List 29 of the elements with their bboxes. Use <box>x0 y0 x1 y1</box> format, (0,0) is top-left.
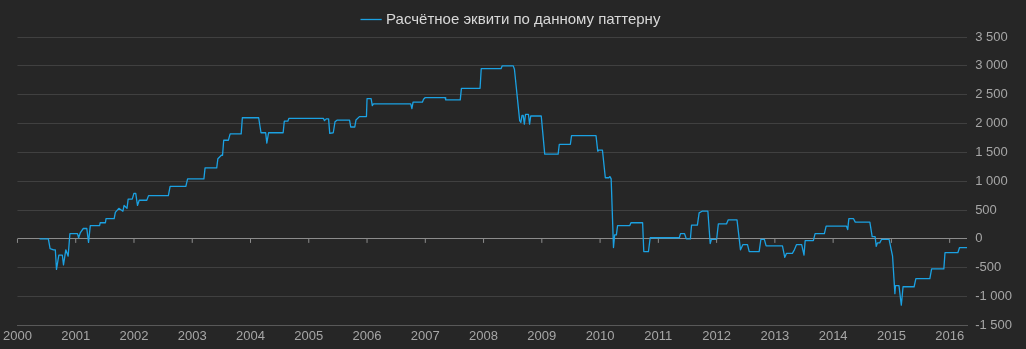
x-tick-label: 2012 <box>702 327 732 343</box>
x-tick-label: 2002 <box>119 327 149 343</box>
x-tick-label: 2011 <box>644 327 673 343</box>
x-tick-label: 2007 <box>410 327 440 343</box>
x-tick-label: 2010 <box>585 327 615 343</box>
y-tick-label: 2 000 <box>975 115 1008 131</box>
x-tick-label: 2001 <box>61 327 91 343</box>
legend-label: Расчётное эквити по данному паттерну <box>386 9 661 27</box>
x-tick-label: 2004 <box>236 327 265 343</box>
x-tick-label: 2006 <box>352 327 382 343</box>
y-tick-label: 1 500 <box>975 143 1008 159</box>
y-tick-label: -500 <box>975 259 1002 275</box>
y-tick-label: -1 500 <box>975 316 1013 332</box>
x-tick-label: 2003 <box>177 327 207 343</box>
x-tick-label: 2013 <box>760 327 790 343</box>
x-tick-label: 2000 <box>3 327 32 343</box>
x-tick-label: 2015 <box>876 327 906 343</box>
y-tick-label: 3 000 <box>975 57 1008 73</box>
y-tick-label: 2 500 <box>975 86 1008 102</box>
y-tick-label: 0 <box>975 230 983 246</box>
y-tick-label: 3 500 <box>975 28 1008 44</box>
x-tick-label: 2014 <box>818 327 848 343</box>
x-tick-label: 2016 <box>935 327 965 343</box>
x-tick-label: 2009 <box>527 327 557 343</box>
y-tick-label: 500 <box>975 201 997 217</box>
y-tick-label: 1 000 <box>975 172 1008 188</box>
x-tick-label: 2005 <box>294 327 324 343</box>
x-tick-label: 2008 <box>469 327 499 343</box>
y-tick-label: -1 000 <box>975 288 1013 304</box>
